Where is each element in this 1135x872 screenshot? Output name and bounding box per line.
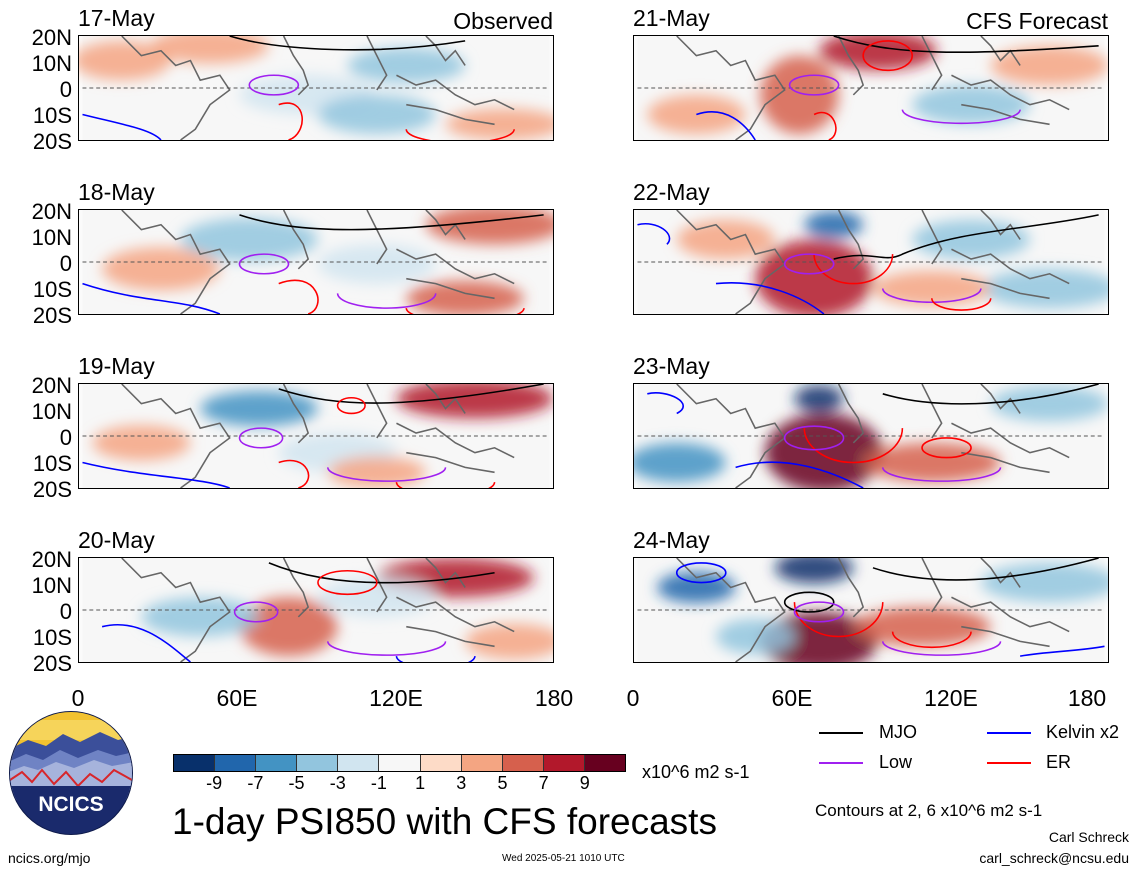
author-email[interactable]: carl_schreck@ncsu.edu — [979, 850, 1129, 866]
lat-label-20n-row3: 20N — [31, 373, 72, 398]
lat-label-10s-row2: 10S — [32, 277, 72, 302]
colorbar-swatch-9 — [543, 755, 585, 771]
map-panel-observed-2 — [78, 209, 554, 315]
lat-label-20n-row1: 20N — [31, 25, 72, 50]
lon-label-right-0: 0 — [626, 685, 640, 711]
lon-label-right-60e: 60E — [771, 685, 813, 711]
legend-line-kelvin — [987, 732, 1031, 734]
map-panel-observed-3 — [78, 383, 554, 489]
panel-date-left-1: 17-May — [78, 5, 155, 31]
map-panel-forecast-4 — [633, 557, 1109, 663]
observed-label: Observed — [453, 8, 553, 34]
map-panel-forecast-1 — [633, 35, 1109, 141]
colorbar-tick-label: -1 — [370, 773, 387, 793]
map-panel-observed-4 — [78, 557, 554, 663]
figure-title: 1-day PSI850 with CFS forecasts — [172, 801, 717, 842]
lat-label-20n-row2: 20N — [31, 199, 72, 224]
colorbar — [173, 754, 626, 772]
colorbar-swatch-5 — [379, 755, 421, 771]
lat-label-10s-row1: 10S — [32, 103, 72, 128]
legend-label-low: Low — [879, 752, 913, 772]
colorbar-swatch-4 — [338, 755, 380, 771]
lat-label-10n-row3: 10N — [31, 399, 72, 424]
logo-text: NCICS — [38, 793, 103, 816]
legend-line-mjo — [819, 732, 863, 734]
legend-line-low — [819, 762, 863, 764]
colorbar-swatch-2 — [256, 755, 298, 771]
lat-label-20s-row4: 20S — [32, 651, 72, 676]
lat-label-10n-row1: 10N — [31, 51, 72, 76]
lon-label-right-180: 180 — [1067, 685, 1107, 711]
lat-label-20s-row2: 20S — [32, 303, 72, 328]
colorbar-swatch-10 — [584, 755, 626, 771]
lat-label-10s-row3: 10S — [32, 451, 72, 476]
lat-label-20n-row4: 20N — [31, 547, 72, 572]
lat-label-10n-row2: 10N — [31, 225, 72, 250]
ncics-logo: NCICS — [8, 710, 134, 836]
colorbar-tick-label: -5 — [288, 773, 305, 793]
panel-date-right-1: 21-May — [633, 5, 710, 31]
colorbar-tick-label: 1 — [415, 773, 426, 793]
colorbar-swatch-6 — [420, 755, 462, 771]
map-panel-forecast-2 — [633, 209, 1109, 315]
colorbar-tick-label: -7 — [247, 773, 264, 793]
colorbar-tick-label: 9 — [579, 773, 590, 793]
lat-label-10n-row4: 10N — [31, 573, 72, 598]
lat-label-0-row3: 0 — [59, 425, 72, 450]
lat-label-0-row1: 0 — [59, 77, 72, 102]
legend-label-er: ER — [1046, 752, 1072, 772]
colorbar-tick-label: 5 — [497, 773, 508, 793]
site-link[interactable]: ncics.org/mjo — [8, 850, 91, 866]
legend-line-er — [987, 762, 1031, 764]
lat-label-10s-row4: 10S — [32, 625, 72, 650]
lat-label-0-row4: 0 — [59, 599, 72, 624]
colorbar-swatch-7 — [461, 755, 503, 771]
contours-note: Contours at 2, 6 x10^6 m2 s-1 — [815, 801, 1043, 820]
lon-label-left-180: 180 — [534, 685, 574, 711]
panel-date-right-3: 23-May — [633, 353, 710, 379]
lon-label-left-60e: 60E — [216, 685, 258, 711]
panel-date-right-4: 24-May — [633, 527, 710, 553]
lat-label-20s-row1: 20S — [32, 129, 72, 154]
colorbar-tick-label: 3 — [456, 773, 467, 793]
timestamp: Wed 2025-05-21 1010 UTC — [502, 853, 625, 864]
colorbar-tick-label: -3 — [329, 773, 346, 793]
colorbar-swatch-3 — [297, 755, 339, 771]
panel-date-left-4: 20-May — [78, 527, 155, 553]
lat-label-20s-row3: 20S — [32, 477, 72, 502]
colorbar-tick-label: 7 — [538, 773, 549, 793]
author: Carl Schreck — [1048, 829, 1129, 845]
legend-label-kelvin: Kelvin x2 — [1046, 722, 1120, 742]
lat-label-0-row2: 0 — [59, 251, 72, 276]
legend-label-mjo: MJO — [879, 722, 917, 742]
lon-label-left-0: 0 — [71, 685, 85, 711]
colorbar-tick-label: -9 — [206, 773, 223, 793]
lon-label-right-120e: 120E — [924, 685, 978, 711]
map-panel-observed-1 — [78, 35, 554, 141]
colorbar-units: x10^6 m2 s-1 — [642, 762, 750, 782]
panel-date-right-2: 22-May — [633, 179, 710, 205]
panel-date-left-2: 18-May — [78, 179, 155, 205]
colorbar-swatch-1 — [215, 755, 257, 771]
panel-date-left-3: 19-May — [78, 353, 155, 379]
lon-label-left-120e: 120E — [369, 685, 423, 711]
map-panel-forecast-3 — [633, 383, 1109, 489]
colorbar-swatch-0 — [174, 755, 216, 771]
forecast-label: CFS Forecast — [966, 8, 1108, 34]
colorbar-swatch-8 — [502, 755, 544, 771]
